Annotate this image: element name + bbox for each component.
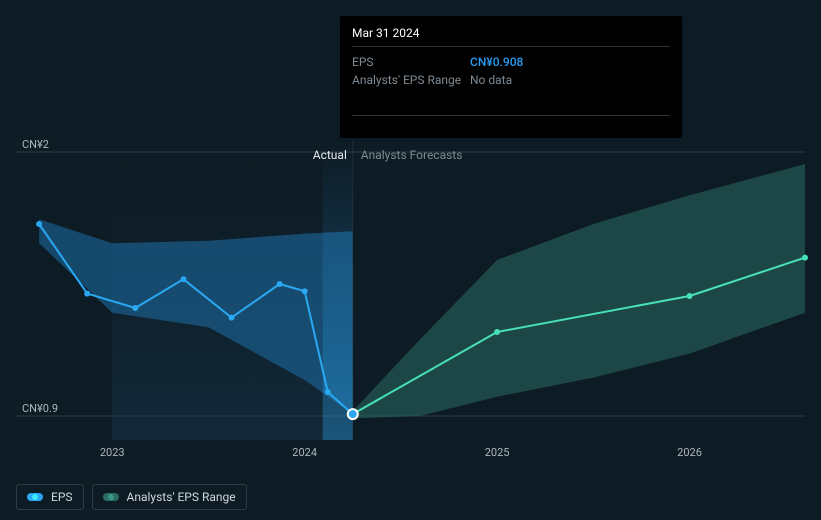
tooltip-row-label: Analysts' EPS Range	[352, 73, 470, 87]
chart-tooltip: Mar 31 2024 EPSCN¥0.908Analysts' EPS Ran…	[340, 16, 682, 138]
chart-legend: EPS Analysts' EPS Range	[16, 484, 247, 510]
legend-item[interactable]: Analysts' EPS Range	[92, 484, 247, 510]
legend-label: Analysts' EPS Range	[127, 490, 236, 504]
tooltip-row-value: No data	[470, 73, 512, 87]
svg-text:2026: 2026	[677, 446, 702, 459]
section-label-actual: Actual	[313, 148, 347, 162]
svg-text:2025: 2025	[485, 446, 510, 459]
y-axis-label: CN¥0.9	[22, 402, 58, 415]
tooltip-row: EPSCN¥0.908	[352, 53, 670, 71]
y-axis-label: CN¥2	[22, 138, 49, 151]
svg-text:2023: 2023	[100, 446, 125, 459]
eps-chart: 2023 2024 2025 2026 CN¥2 CN¥0.9 Actual Anal…	[0, 0, 821, 520]
tooltip-row: Analysts' EPS RangeNo data	[352, 71, 670, 89]
tooltip-date: Mar 31 2024	[352, 26, 670, 40]
svg-text:2024: 2024	[292, 446, 317, 459]
tooltip-row-label: EPS	[352, 55, 470, 69]
section-label-forecast: Analysts Forecasts	[361, 148, 463, 162]
tooltip-row-value: CN¥0.908	[470, 55, 523, 69]
tooltip-divider	[352, 115, 670, 116]
legend-item[interactable]: EPS	[16, 484, 84, 510]
legend-label: EPS	[51, 490, 73, 504]
tooltip-divider	[352, 46, 670, 47]
legend-swatch-icon	[27, 493, 43, 501]
legend-swatch-icon	[103, 493, 119, 501]
